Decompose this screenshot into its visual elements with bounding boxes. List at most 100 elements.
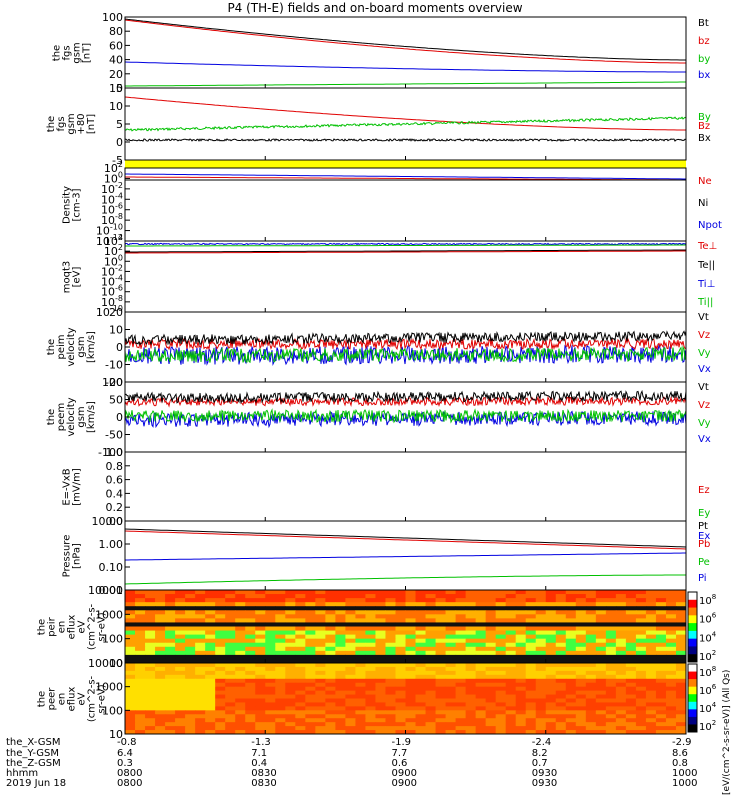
legend-Vz: Vz [698, 400, 711, 411]
p7-frame [124, 451, 687, 522]
y-tick-label: 0.10 [99, 561, 124, 574]
colorbar-label: [eV/(cm^2-s-sr-eV)] (All Qs) [722, 669, 732, 795]
date-label: 2019 Jun 18 [6, 778, 67, 789]
ephemeris-value: 0.3 [117, 758, 133, 769]
legend-Pb: Pb [698, 539, 711, 550]
legend-by: by [698, 54, 711, 65]
y-tick-label: 15 [109, 82, 123, 95]
y-tick-label: 5 [116, 118, 123, 131]
colorbar-tick: 102 [699, 719, 716, 733]
legend-Pt: Pt [698, 521, 708, 532]
y-tick-label: 0.6 [106, 474, 124, 487]
y-tick-label: 1000 [95, 681, 123, 694]
legend-Te||: Te|| [698, 260, 716, 271]
legend-Vy: Vy [698, 348, 711, 359]
legend-Vx: Vx [698, 364, 711, 375]
p7-ylabel: E=-VxB [mV/m] [61, 467, 82, 506]
p2-trace-Bz [124, 96, 686, 131]
p10-ylabel: the peer en eflux eV (cm^2-s-sr-eV) [36, 675, 107, 722]
y-tick-label: 100 [102, 376, 123, 389]
y-tick-label: 10000 [88, 657, 123, 670]
ephemeris-value: 0.4 [251, 758, 268, 769]
colorbar-lower [687, 663, 698, 733]
ephemeris-value: 0.7 [531, 758, 548, 769]
p9-spectrogram [125, 590, 687, 664]
p4-trace-Tepar [125, 249, 686, 253]
p5-trace-Vx [124, 343, 687, 367]
ephemeris-value: 0800 [117, 768, 143, 779]
ephemeris-value: -0.8 [117, 737, 137, 748]
p3-ylabel: Density [cm-3] [61, 185, 82, 224]
ephemeris-value: 7.1 [251, 748, 268, 759]
p9-ylabel: the peir en eflux eV (cm^2-s-sr-eV) [36, 603, 107, 650]
ephemeris-value: -2.9 [672, 737, 692, 748]
x-tick-label: 0800 [117, 778, 143, 789]
p8-trace-Pb [124, 530, 687, 550]
y-tick-label: -5 [112, 154, 123, 167]
p5-ylabel: the peim velocity gsm [km/s] [46, 327, 97, 367]
colorbar-tick: 108 [699, 665, 716, 679]
y-tick-label: 10 [109, 324, 123, 337]
y-tick-label: 0.0 [106, 515, 124, 528]
p8-ylabel: Pressure [nPa] [61, 534, 82, 577]
legend-Ex: Ex [698, 531, 711, 542]
y-tick-label: 20 [109, 306, 123, 319]
y-tick-label: 100 [102, 11, 123, 24]
ephemeris-value: 8.6 [672, 748, 688, 759]
ephemeris-value: 1000 [672, 768, 698, 779]
ephemeris-label: the_Y-GSM [6, 748, 60, 759]
legend-Ne: Ne [698, 176, 712, 187]
legend-Ni: Ni [698, 198, 709, 209]
ephemeris-value: 0830 [251, 768, 277, 779]
y-tick-label: 0.4 [106, 487, 124, 500]
p4-trace-Ti [124, 242, 687, 246]
y-tick-label: -50 [105, 429, 123, 442]
y-tick-label: 10 [109, 728, 123, 741]
p10-spectrogram [125, 663, 687, 735]
ephemeris-value: 8.2 [531, 748, 548, 759]
ephemeris-label: the_X-GSM [6, 737, 61, 748]
ephemeris-value: 0900 [391, 768, 417, 779]
legend-Pe: Pe [698, 557, 710, 568]
x-tick-label: 1000 [672, 778, 698, 789]
legend-Vt: Vt [698, 312, 709, 323]
legend-Ti⊥: Ti⊥ [698, 279, 716, 290]
legend-Vx: Vx [698, 434, 711, 445]
y-tick-label: 0 [116, 411, 123, 424]
ephemeris-value: 0.8 [672, 758, 688, 769]
y-tick-label: 10000 [88, 584, 123, 597]
plot-title: P4 (TH-E) fields and on-board moments ov… [227, 1, 523, 15]
y-tick-label: 60 [109, 39, 123, 52]
p1-trace-bx [124, 61, 686, 73]
p8-trace-Pi [125, 552, 686, 561]
p8-trace-Pe [124, 574, 686, 585]
y-tick-label: 0 [116, 82, 123, 95]
y-tick-label: -20 [105, 376, 123, 389]
status-bar [125, 160, 686, 168]
legend-Pi: Pi [698, 573, 707, 584]
p4-trace-Tipar [125, 244, 686, 247]
p8-trace-Pt [124, 528, 687, 548]
legend-Vz: Vz [698, 330, 711, 341]
ephemeris-value: -2.4 [531, 737, 552, 748]
ephemeris-value: -1.9 [391, 737, 412, 748]
p2-trace-Bx [124, 138, 687, 142]
legend-Ez: Ez [698, 485, 710, 496]
y-tick-label: 100 [102, 704, 123, 717]
legend-bz: bz [698, 36, 710, 47]
legend-Te⊥: Te⊥ [698, 241, 718, 252]
p6-ylabel: the peem velocity gsm [km/s] [46, 397, 97, 437]
y-tick-label: 1.0 [106, 446, 124, 459]
y-tick-label: -100 [98, 446, 123, 459]
legend-Ey: Ey [698, 508, 711, 519]
y-tick-label: 0 [116, 136, 123, 149]
p1-ylabel: the fgs gsm [nT] [51, 41, 92, 64]
y-tick-label: 1.00 [99, 538, 124, 551]
colorbar-tick: 102 [699, 649, 716, 663]
p6-trace-Vt [124, 389, 687, 405]
legend-Npot: Npot [698, 220, 722, 231]
y-tick-label: 10.00 [92, 515, 124, 528]
p5-trace-Vy [124, 345, 687, 364]
p6-trace-Vy [124, 408, 687, 424]
